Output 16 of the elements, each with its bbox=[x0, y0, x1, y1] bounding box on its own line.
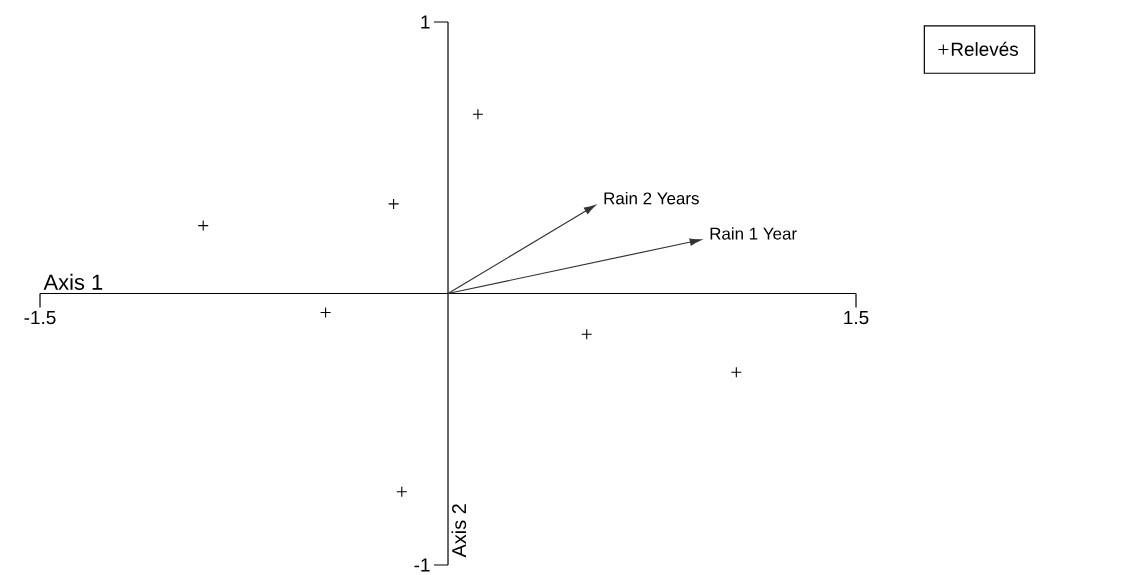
point bbox=[396, 486, 408, 498]
y-tick-label: 1 bbox=[421, 15, 430, 29]
point bbox=[730, 366, 742, 378]
point bbox=[197, 220, 209, 232]
x-axis-title: Axis 1 bbox=[43, 273, 103, 291]
legend-label: Relevés bbox=[951, 41, 1019, 57]
point bbox=[388, 198, 400, 210]
point bbox=[320, 307, 332, 319]
x-tick-label: 1.5 bbox=[844, 311, 869, 325]
annotation: Rain 1 Year bbox=[710, 227, 797, 240]
y-tick-label: -1 bbox=[414, 558, 430, 572]
point bbox=[581, 328, 593, 340]
point bbox=[472, 108, 484, 120]
x-tick-label: -1.5 bbox=[24, 311, 56, 325]
y-axis-title: Axis 2 bbox=[451, 504, 467, 558]
annotation: Rain 2 Years bbox=[604, 192, 699, 205]
